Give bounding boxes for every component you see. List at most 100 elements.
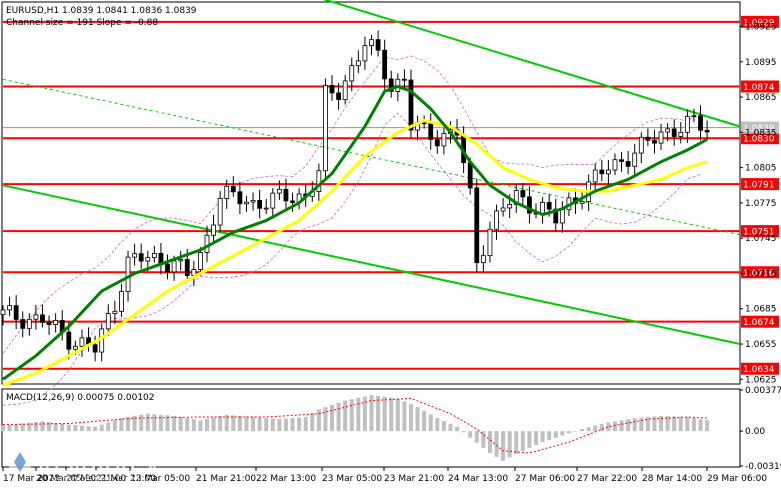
macd-bar (336, 402, 341, 432)
macd-bar (231, 415, 236, 432)
candle-body (105, 313, 111, 330)
candle-body (40, 314, 45, 323)
macd-bar (270, 418, 275, 432)
macd-bar (224, 414, 229, 432)
level-tag-label: 1.0716 (743, 269, 775, 279)
macd-bar (106, 422, 111, 432)
macd-tick-label: 0.00 (745, 427, 765, 437)
candle-body (329, 84, 335, 94)
macd-label: MACD(12,26,9) 0.00075 0.00102 (6, 393, 155, 403)
time-tick-label: 27 Mar 06:00 (515, 474, 575, 484)
time-tick-label: 20 Mar 05:00 (36, 474, 96, 484)
price-tick-label: 1.0835 (745, 128, 777, 138)
candle-body (20, 319, 26, 329)
current-price-tag-box (741, 121, 779, 134)
candle-body (428, 123, 434, 140)
macd-bar (514, 431, 519, 455)
candle-body (270, 192, 276, 209)
macd-bar (474, 431, 479, 443)
time-tick-label: 22 Mar 13:00 (256, 474, 316, 484)
price-tick-label: 1.0865 (745, 93, 777, 103)
macd-bar (172, 415, 177, 432)
macd-bar (303, 416, 308, 432)
macd-bar (501, 431, 506, 461)
time-tick-label: 29 Mar 06:00 (707, 474, 767, 484)
macd-bar (53, 422, 58, 432)
macd-bar (678, 416, 683, 432)
macd-bar (705, 420, 710, 432)
watermark-brand: instaforex (38, 447, 159, 478)
macd-bar (455, 426, 460, 432)
macd-bar (66, 424, 71, 432)
candle-body (500, 207, 506, 212)
macd-bar (191, 419, 196, 432)
candle-body (263, 207, 269, 210)
macd-bar (468, 431, 473, 438)
macd-bar (20, 423, 25, 432)
price-tick-label: 1.0715 (745, 269, 777, 279)
candle-body (125, 256, 131, 292)
macd-bar (316, 409, 321, 432)
current-price-tag-label: 1.0839 (743, 124, 775, 134)
price-tick-label: 1.0775 (745, 199, 777, 209)
macd-bar (290, 418, 295, 432)
macd-bar (691, 418, 696, 432)
candle-body (323, 84, 328, 172)
candle-body (704, 129, 710, 133)
candle-body (13, 305, 19, 320)
macd-bar (520, 431, 525, 451)
candle-body (619, 159, 624, 162)
candle-body (487, 228, 493, 257)
macd-bar (73, 425, 78, 432)
macd-bar (99, 424, 104, 432)
candle-body (592, 169, 598, 183)
candle-body (638, 136, 644, 154)
time-tick-label: 20 Mar 21:00 (66, 474, 126, 484)
macd-bar (40, 421, 45, 432)
macd-bar (553, 431, 558, 438)
macd-bar (580, 428, 585, 432)
macd-bar (593, 425, 598, 432)
macd-bar (639, 417, 644, 432)
candle-body (151, 253, 157, 258)
macd-bar (645, 416, 650, 432)
macd-bar (534, 431, 539, 445)
candle-body (244, 201, 249, 205)
macd-bar (619, 420, 624, 432)
macd-bar (277, 419, 282, 432)
macd-bar (441, 420, 446, 432)
macd-bar (428, 414, 433, 432)
macd-bar (237, 415, 242, 432)
candle-body (171, 260, 177, 273)
macd-bar (606, 422, 611, 432)
price-tick-label: 1.0805 (745, 164, 777, 174)
macd-bar (560, 431, 565, 436)
macd-tick-label: -0.00319 (745, 462, 781, 472)
level-tag-label: 1.0634 (743, 365, 775, 375)
symbol-header: EURUSD,H1 1.0839 1.0841 1.0836 1.0839 (6, 6, 197, 16)
macd-signal-line (2, 397, 708, 454)
candle-body (474, 187, 480, 264)
candle-body (132, 253, 138, 258)
candle-body (369, 39, 374, 46)
candle-body (494, 210, 499, 230)
macd-bar (343, 400, 348, 432)
time-tick-label: 28 Mar 14:00 (642, 474, 702, 484)
candle-body (46, 322, 52, 325)
macd-bar (145, 413, 150, 432)
macd-bar (1, 425, 5, 432)
macd-bar (382, 396, 387, 432)
price-tick-label: 1.0745 (745, 234, 777, 244)
macd-bar (158, 414, 163, 432)
candle-body (211, 224, 216, 236)
macd-bar (27, 422, 32, 432)
price-tick-label: 1.0685 (745, 305, 777, 315)
macd-bar (310, 413, 315, 432)
candle-body (283, 188, 289, 202)
macd-bar (126, 416, 131, 432)
time-tick-label: 24 Mar 13:00 (448, 474, 508, 484)
macd-bar (376, 395, 381, 432)
macd-bar (540, 431, 545, 443)
candle-body (72, 345, 78, 350)
time-tick-label: 23 Mar 05:00 (322, 474, 382, 484)
